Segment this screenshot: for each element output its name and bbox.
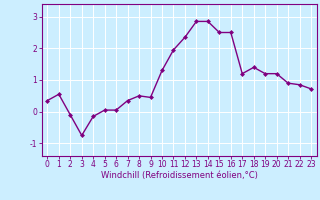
- X-axis label: Windchill (Refroidissement éolien,°C): Windchill (Refroidissement éolien,°C): [101, 171, 258, 180]
